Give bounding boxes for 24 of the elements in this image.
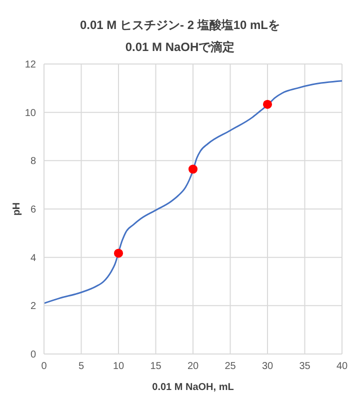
- x-tick-label: 30: [262, 361, 274, 372]
- y-tick-label: 10: [24, 108, 36, 119]
- y-tick-label: 2: [30, 301, 36, 312]
- chart-subtitle: 0.01 M NaOHで滴定: [124, 39, 236, 56]
- x-tick-label: 5: [78, 361, 84, 372]
- x-tick-label: 15: [150, 361, 162, 372]
- x-tick-label: 10: [112, 361, 124, 372]
- y-tick-label: 6: [30, 204, 36, 216]
- y-tick-label: 8: [30, 156, 36, 168]
- point: [188, 164, 198, 174]
- y-tick-label: 4: [30, 252, 36, 264]
- y-axis-title: pH: [12, 202, 23, 216]
- line-series: [44, 80, 342, 304]
- x-tick-label: 35: [299, 361, 311, 372]
- y-tick-label: 12: [24, 60, 36, 71]
- x-tick-label: 0: [41, 361, 48, 372]
- chart-title: 0.01 M ヒスチジン- 2 塩酸塩10 mLを: [78, 17, 282, 34]
- point: [262, 100, 272, 109]
- x-axis-title: 0.01 M NaOH, mL: [152, 382, 234, 393]
- x-tick-label: 25: [224, 361, 236, 372]
- x-tick-label: 40: [336, 361, 348, 372]
- point: [114, 248, 124, 258]
- y-tick-label: 0: [30, 350, 36, 361]
- x-tick-label: 20: [187, 361, 199, 372]
